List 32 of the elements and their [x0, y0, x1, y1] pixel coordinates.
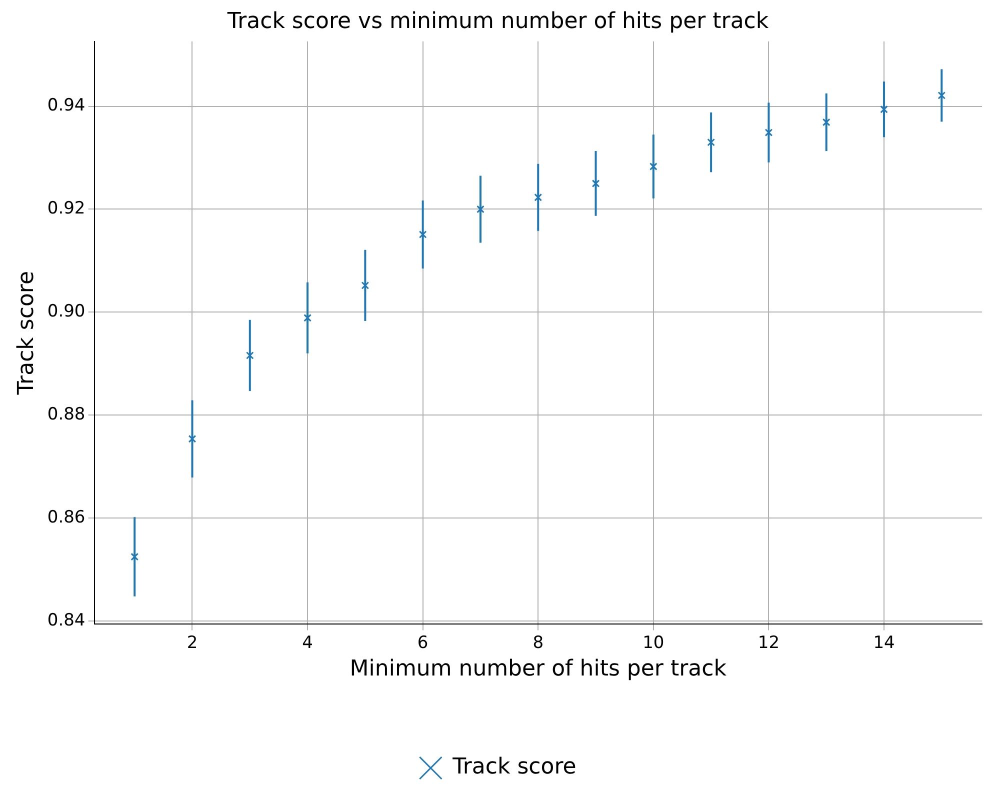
- point: [188, 434, 196, 443]
- point: [649, 162, 658, 170]
- point: [707, 138, 715, 146]
- point: [764, 128, 773, 136]
- x-tick-label: 12: [758, 632, 780, 653]
- y-tick-label: 0.90: [47, 302, 86, 322]
- legend-label: Track score: [452, 754, 576, 780]
- point: [822, 118, 830, 126]
- chart-title: Track score vs minimum number of hits per track: [226, 8, 769, 34]
- point: [361, 282, 370, 290]
- point: [418, 230, 427, 238]
- point: [534, 193, 542, 202]
- y-tick-label: 0.86: [47, 508, 86, 528]
- y-tick-label: 0.92: [47, 198, 86, 219]
- x-tick-label: 8: [532, 632, 544, 653]
- point: [880, 105, 888, 114]
- x-tick-label: 2: [186, 632, 198, 653]
- x-tick-label: 14: [873, 632, 895, 653]
- y-tick-label: 0.84: [47, 610, 86, 631]
- point: [938, 92, 946, 100]
- y-tick-label: 0.88: [47, 404, 86, 425]
- x-tick-label: 10: [642, 632, 664, 653]
- point: [304, 314, 312, 322]
- x-tick-label: 6: [417, 632, 428, 653]
- point: [130, 552, 139, 561]
- point: [476, 205, 484, 214]
- x-tick-label: 4: [302, 632, 313, 653]
- x-axis-title: Minimum number of hits per track: [350, 656, 727, 682]
- y-axis-title: Track score: [14, 270, 39, 396]
- point: [592, 180, 600, 188]
- point: [246, 352, 254, 360]
- y-tick-label: 0.94: [47, 96, 86, 116]
